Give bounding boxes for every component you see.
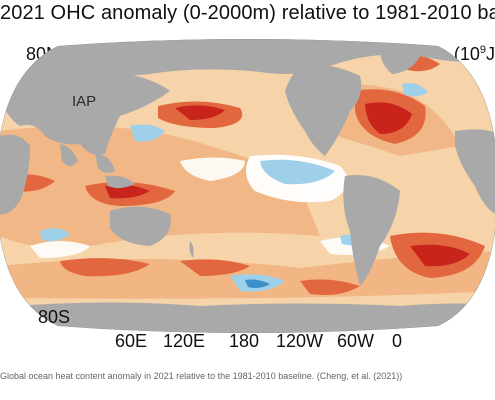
anomaly-warm-strong [365, 102, 412, 134]
lon-tick-60e: 60E [115, 331, 148, 351]
lat-label-south: 80S [38, 307, 71, 327]
units-label: (109J [454, 44, 495, 65]
anomaly-warm [180, 259, 250, 276]
land-africa [0, 134, 30, 215]
land-australia [110, 206, 171, 246]
land-south-america [343, 175, 400, 286]
anomaly-neutral [30, 241, 90, 258]
units-unit: J [486, 44, 495, 64]
anomaly-warm-strong [410, 244, 470, 267]
anomaly-cool [260, 159, 335, 185]
map-title: 2021 OHC anomaly (0-2000m) relative to 1… [0, 2, 495, 24]
land-antarctica [0, 302, 495, 333]
units-exponent: 9 [479, 44, 486, 56]
land-new-zealand [189, 241, 194, 258]
land-eurasia [0, 61, 170, 155]
land-maritime-continent [105, 175, 135, 189]
anomaly-cool [130, 124, 165, 142]
anomaly-warm [300, 279, 360, 295]
anomaly-warm-strong [175, 105, 225, 120]
anomaly-cool [402, 83, 428, 97]
ohc-anomaly-map [0, 39, 495, 333]
land-west-africa [455, 129, 495, 216]
lon-tick-120w: 120W [276, 331, 324, 351]
anomaly-cool-strong [245, 279, 270, 288]
lon-tick-120e: 120E [163, 331, 206, 351]
land-se-asia [95, 154, 115, 173]
globe-outline [0, 39, 495, 333]
source-label: IAP [72, 93, 97, 110]
anomaly-neutral [180, 157, 245, 181]
lon-tick-180: 180 [229, 331, 260, 351]
land-masses [0, 39, 495, 333]
units-base: (10 [453, 44, 480, 64]
land-north-polar [0, 39, 495, 76]
land-north-america [285, 64, 362, 156]
anomaly-cool [40, 228, 70, 242]
figure-caption: Global ocean heat content anomaly in 202… [0, 371, 403, 381]
lon-tick-0: 0 [392, 331, 403, 351]
anomaly-warm-strong [105, 184, 150, 199]
land-greenland [380, 48, 420, 74]
anomaly-warm-band [0, 126, 320, 248]
anomaly-warm [60, 258, 150, 277]
lon-tick-60w: 60W [337, 331, 375, 351]
land-india [60, 144, 78, 166]
